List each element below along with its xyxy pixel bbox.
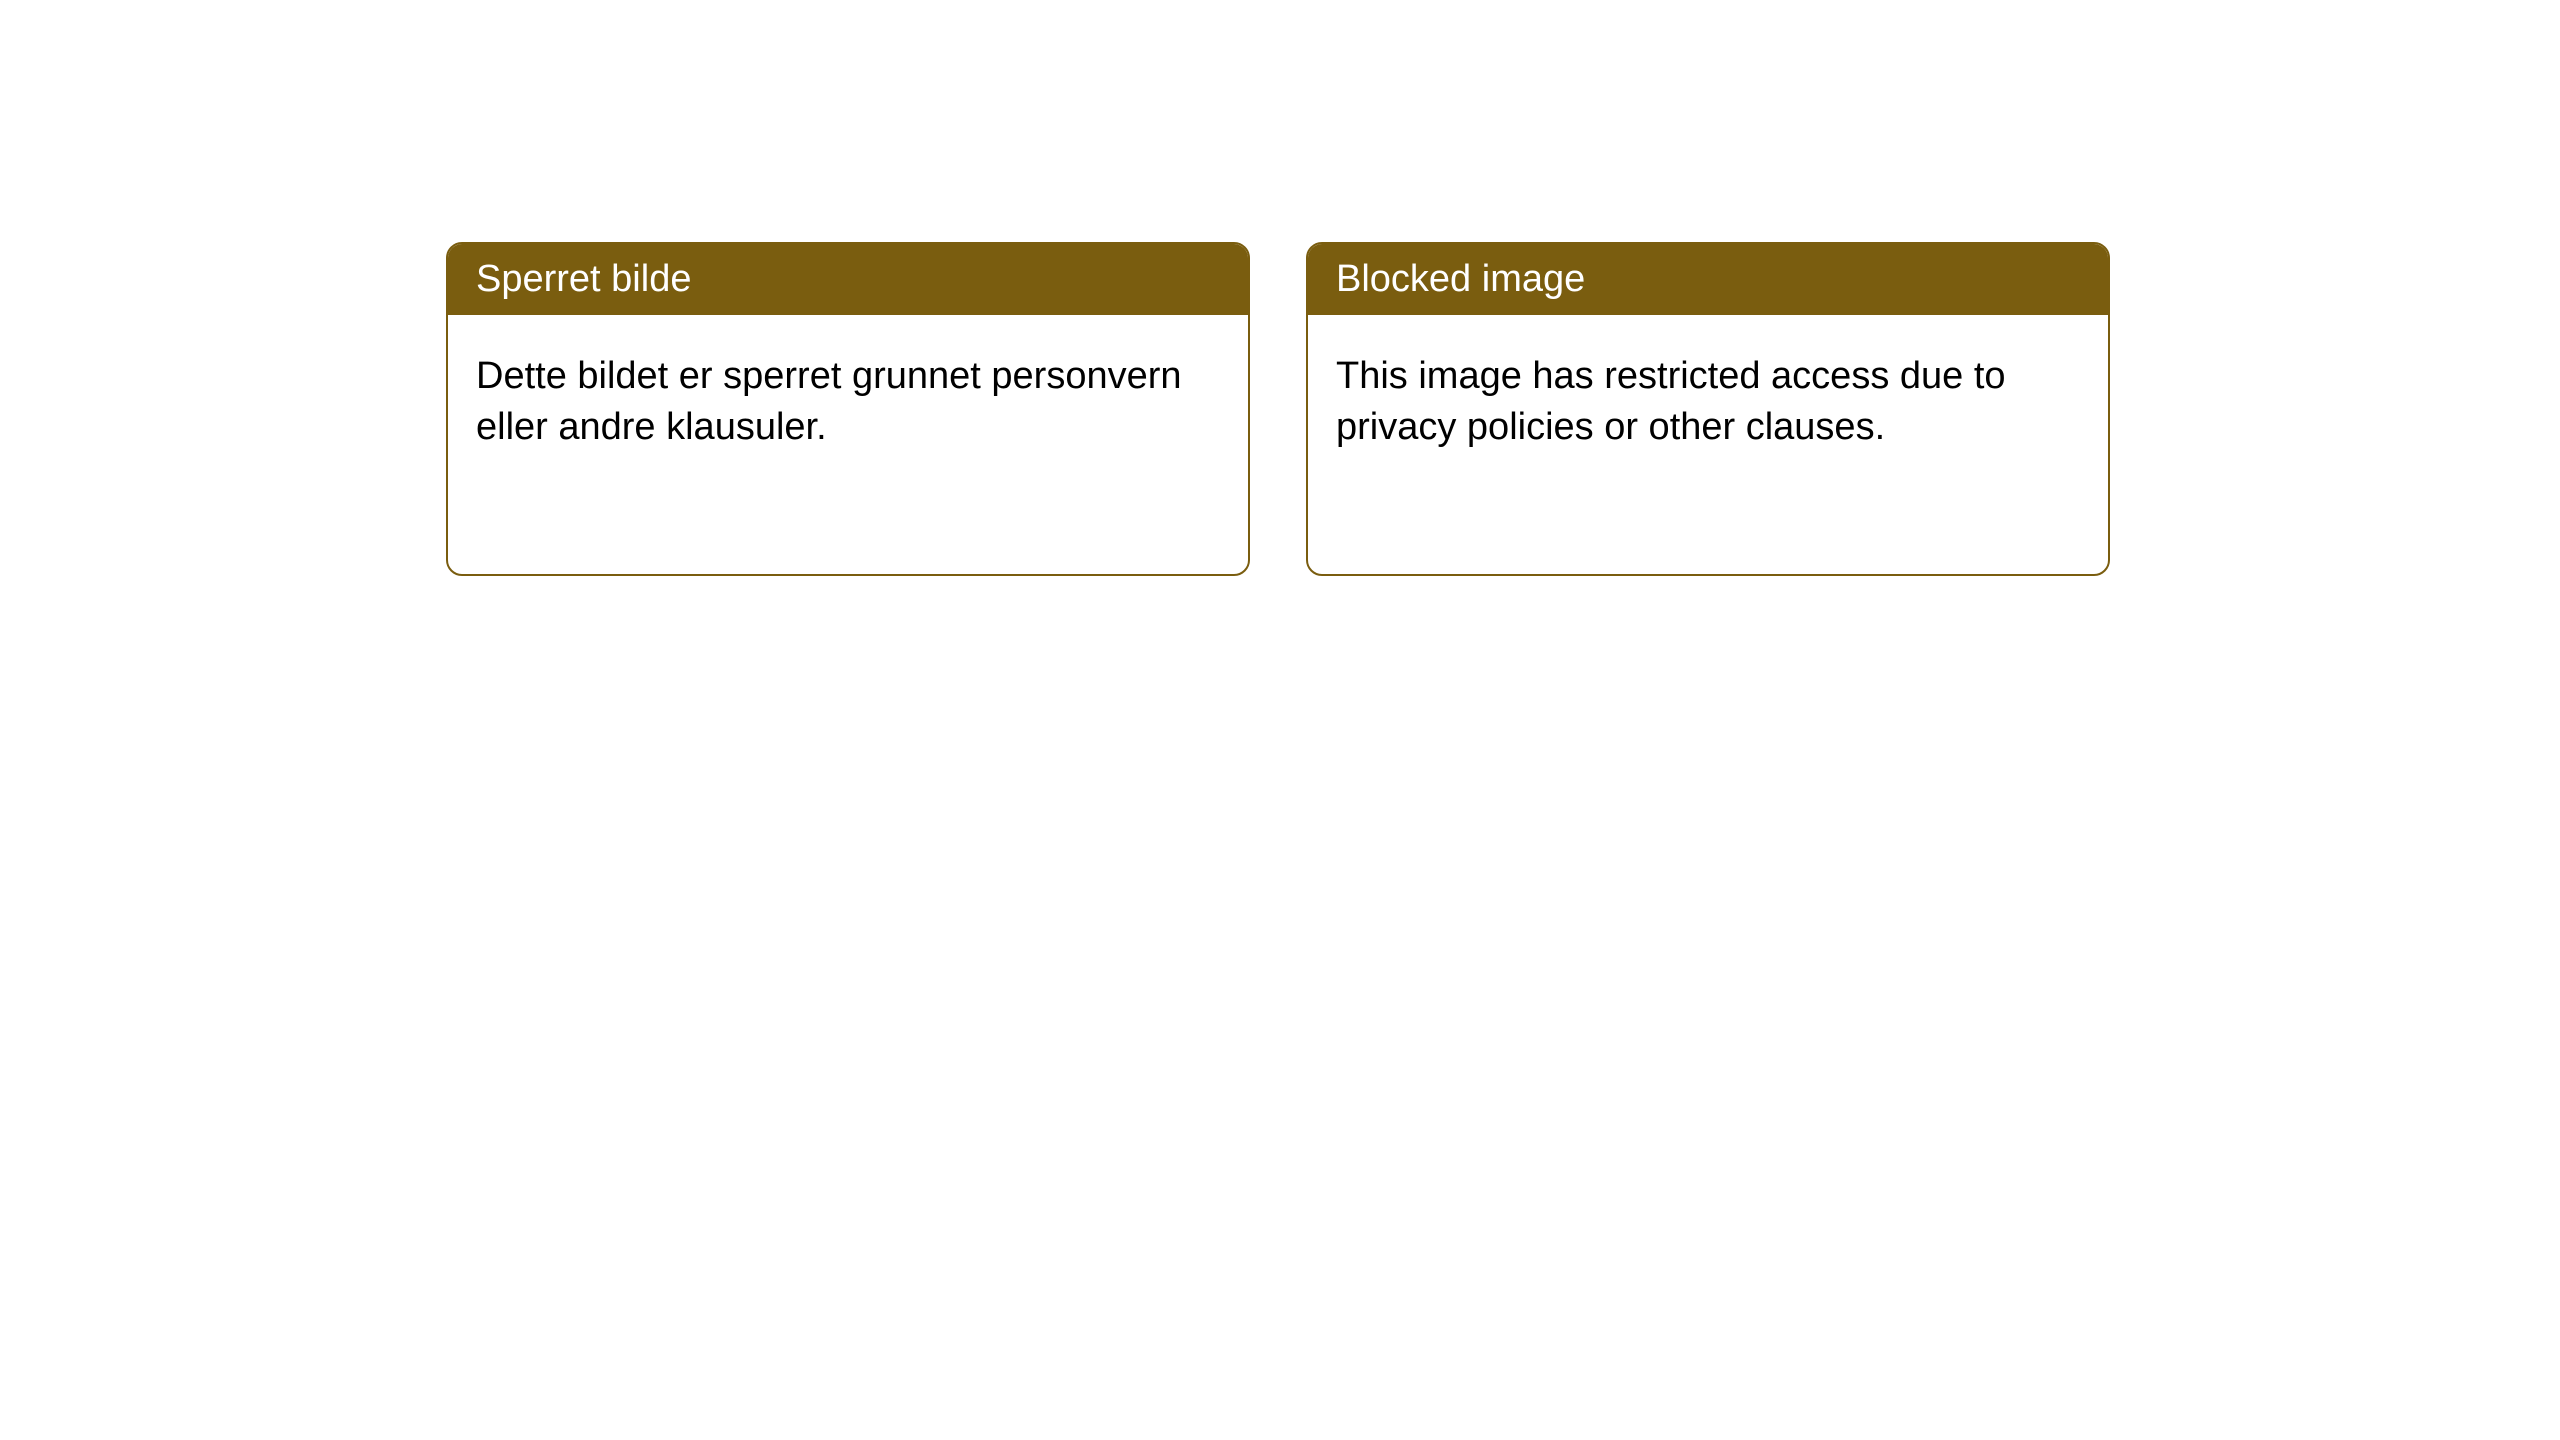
notice-text: This image has restricted access due to … — [1336, 355, 2006, 448]
notice-container: Sperret bilde Dette bildet er sperret gr… — [0, 0, 2560, 576]
notice-text: Dette bildet er sperret grunnet personve… — [476, 355, 1182, 448]
notice-card-english: Blocked image This image has restricted … — [1306, 242, 2110, 576]
notice-title: Blocked image — [1336, 258, 1585, 300]
notice-body: Dette bildet er sperret grunnet personve… — [448, 315, 1248, 490]
notice-header: Sperret bilde — [448, 244, 1248, 315]
notice-title: Sperret bilde — [476, 258, 691, 300]
notice-body: This image has restricted access due to … — [1308, 315, 2108, 490]
notice-card-norwegian: Sperret bilde Dette bildet er sperret gr… — [446, 242, 1250, 576]
notice-header: Blocked image — [1308, 244, 2108, 315]
